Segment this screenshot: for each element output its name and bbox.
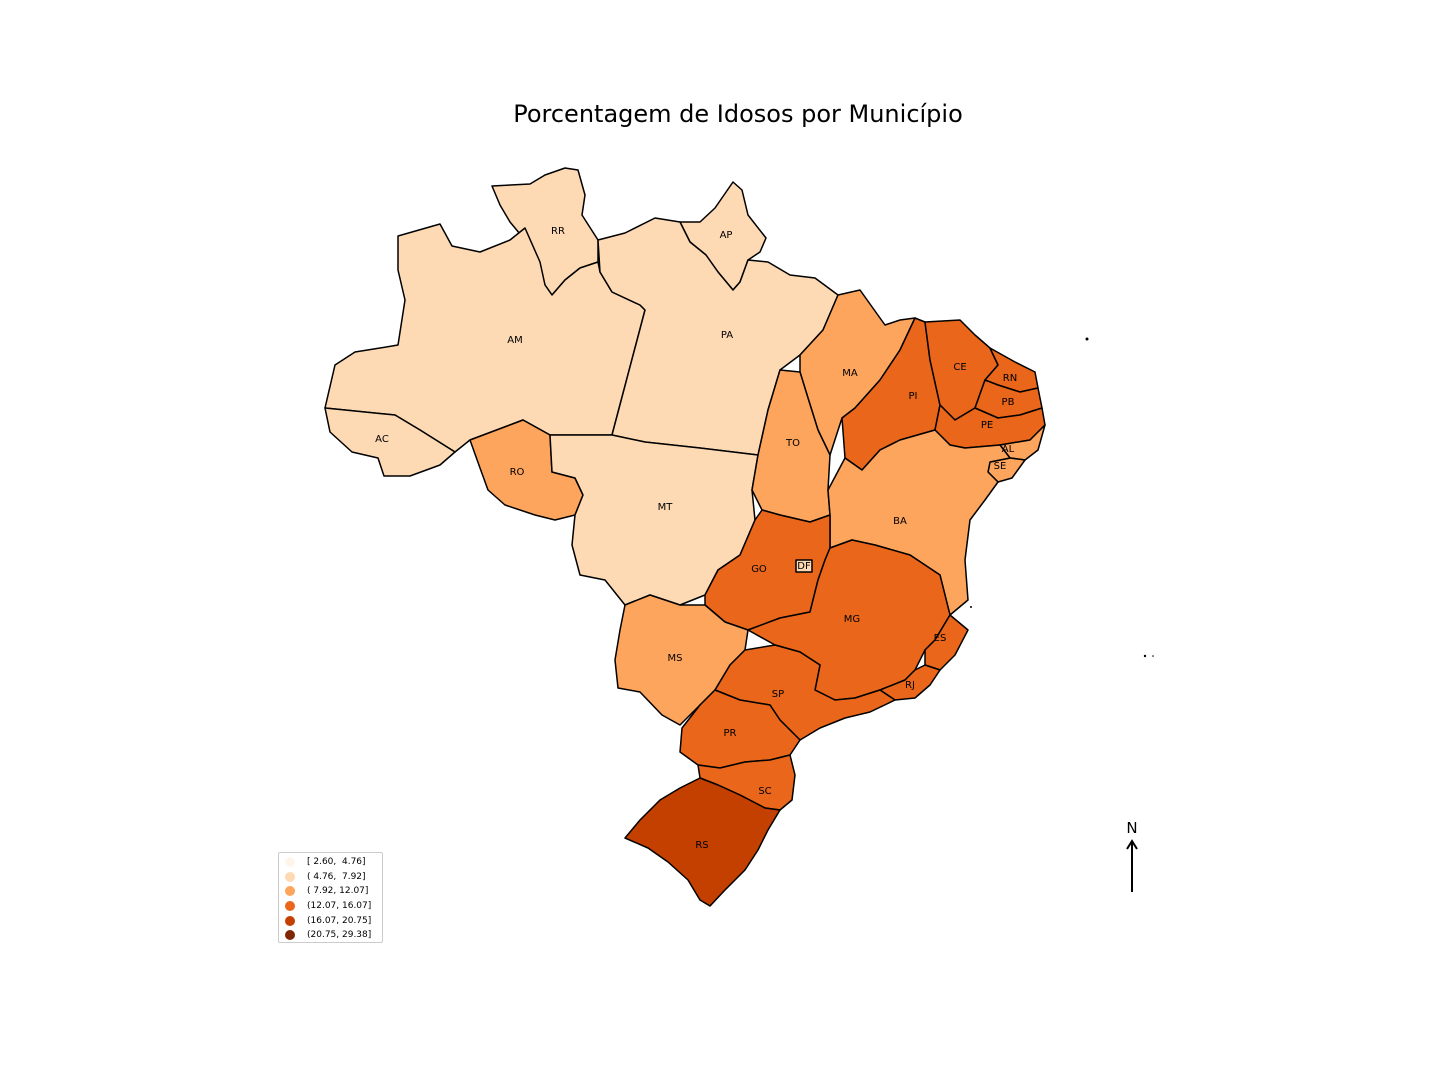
legend-label: ( 4.76, 7.92] bbox=[307, 871, 366, 882]
state-label-df: DF bbox=[797, 561, 811, 572]
map-title: Porcentagem de Idosos por Município bbox=[513, 100, 963, 128]
legend-item: ( 4.76, 7.92] bbox=[285, 870, 382, 885]
state-df[interactable] bbox=[795, 559, 813, 573]
legend-label: (20.75, 29.38] bbox=[307, 930, 372, 941]
legend-label: (16.07, 20.75] bbox=[307, 915, 372, 926]
state-label-pe: PE bbox=[981, 420, 993, 431]
legend-item: (20.75, 29.38] bbox=[285, 928, 382, 943]
state-label-mt: MT bbox=[658, 502, 674, 513]
state-label-mg: MG bbox=[844, 614, 860, 625]
state-label-rr: RR bbox=[551, 226, 565, 237]
legend-label: ( 7.92, 12.07] bbox=[307, 886, 369, 897]
state-label-ba: BA bbox=[893, 516, 907, 527]
legend-swatch bbox=[285, 886, 295, 897]
state-rj[interactable] bbox=[879, 664, 941, 701]
legend-item: (16.07, 20.75] bbox=[285, 913, 382, 928]
state-label-ms: MS bbox=[668, 653, 683, 664]
state-label-go: GO bbox=[751, 564, 767, 575]
legend-swatch bbox=[285, 915, 295, 926]
state-rs[interactable] bbox=[624, 777, 781, 907]
state-label-rj: RJ bbox=[905, 680, 915, 691]
state-label-pr: PR bbox=[724, 728, 737, 739]
legend-item: (12.07, 16.07] bbox=[285, 899, 382, 914]
islands bbox=[970, 337, 1154, 658]
legend-swatch bbox=[285, 871, 295, 882]
state-label-pi: PI bbox=[909, 391, 918, 402]
legend-swatch bbox=[285, 901, 295, 912]
state-label-ro: RO bbox=[510, 467, 525, 478]
legend-swatch bbox=[285, 930, 295, 941]
state-label-sp: SP bbox=[772, 689, 784, 700]
legend-item: [ 2.60, 4.76] bbox=[285, 855, 382, 870]
state-polygons bbox=[324, 167, 1046, 907]
state-labels: RR AP AM PA AC RO MT MA TO PI CE RN PB PE AL SE BA GO DF MS… bbox=[375, 226, 1017, 851]
state-label-se: SE bbox=[994, 461, 1007, 472]
state-ac[interactable] bbox=[324, 407, 456, 477]
state-label-sc: SC bbox=[758, 786, 771, 797]
state-label-ce: CE bbox=[953, 362, 966, 373]
state-label-ma: MA bbox=[842, 368, 858, 379]
state-label-rn: RN bbox=[1003, 373, 1017, 384]
state-label-am: AM bbox=[507, 335, 522, 346]
state-es[interactable] bbox=[924, 614, 969, 671]
north-label: N bbox=[1126, 819, 1138, 837]
state-label-to: TO bbox=[785, 438, 800, 449]
legend-swatch bbox=[285, 857, 295, 868]
state-label-pa: PA bbox=[721, 330, 733, 341]
state-label-rs: RS bbox=[695, 840, 708, 851]
state-label-pb: PB bbox=[1002, 397, 1015, 408]
state-label-ac: AC bbox=[375, 434, 389, 445]
north-arrow-icon bbox=[1126, 839, 1138, 892]
state-label-al: AL bbox=[1002, 444, 1015, 455]
state-label-es: ES bbox=[934, 633, 947, 644]
legend-label: [ 2.60, 4.76] bbox=[307, 857, 366, 868]
state-label-ap: AP bbox=[720, 230, 733, 241]
legend-label: (12.07, 16.07] bbox=[307, 901, 372, 912]
legend-item: ( 7.92, 12.07] bbox=[285, 884, 382, 899]
legend: [ 2.60, 4.76] ( 4.76, 7.92] ( 7.92, 12.07]… bbox=[278, 852, 383, 943]
